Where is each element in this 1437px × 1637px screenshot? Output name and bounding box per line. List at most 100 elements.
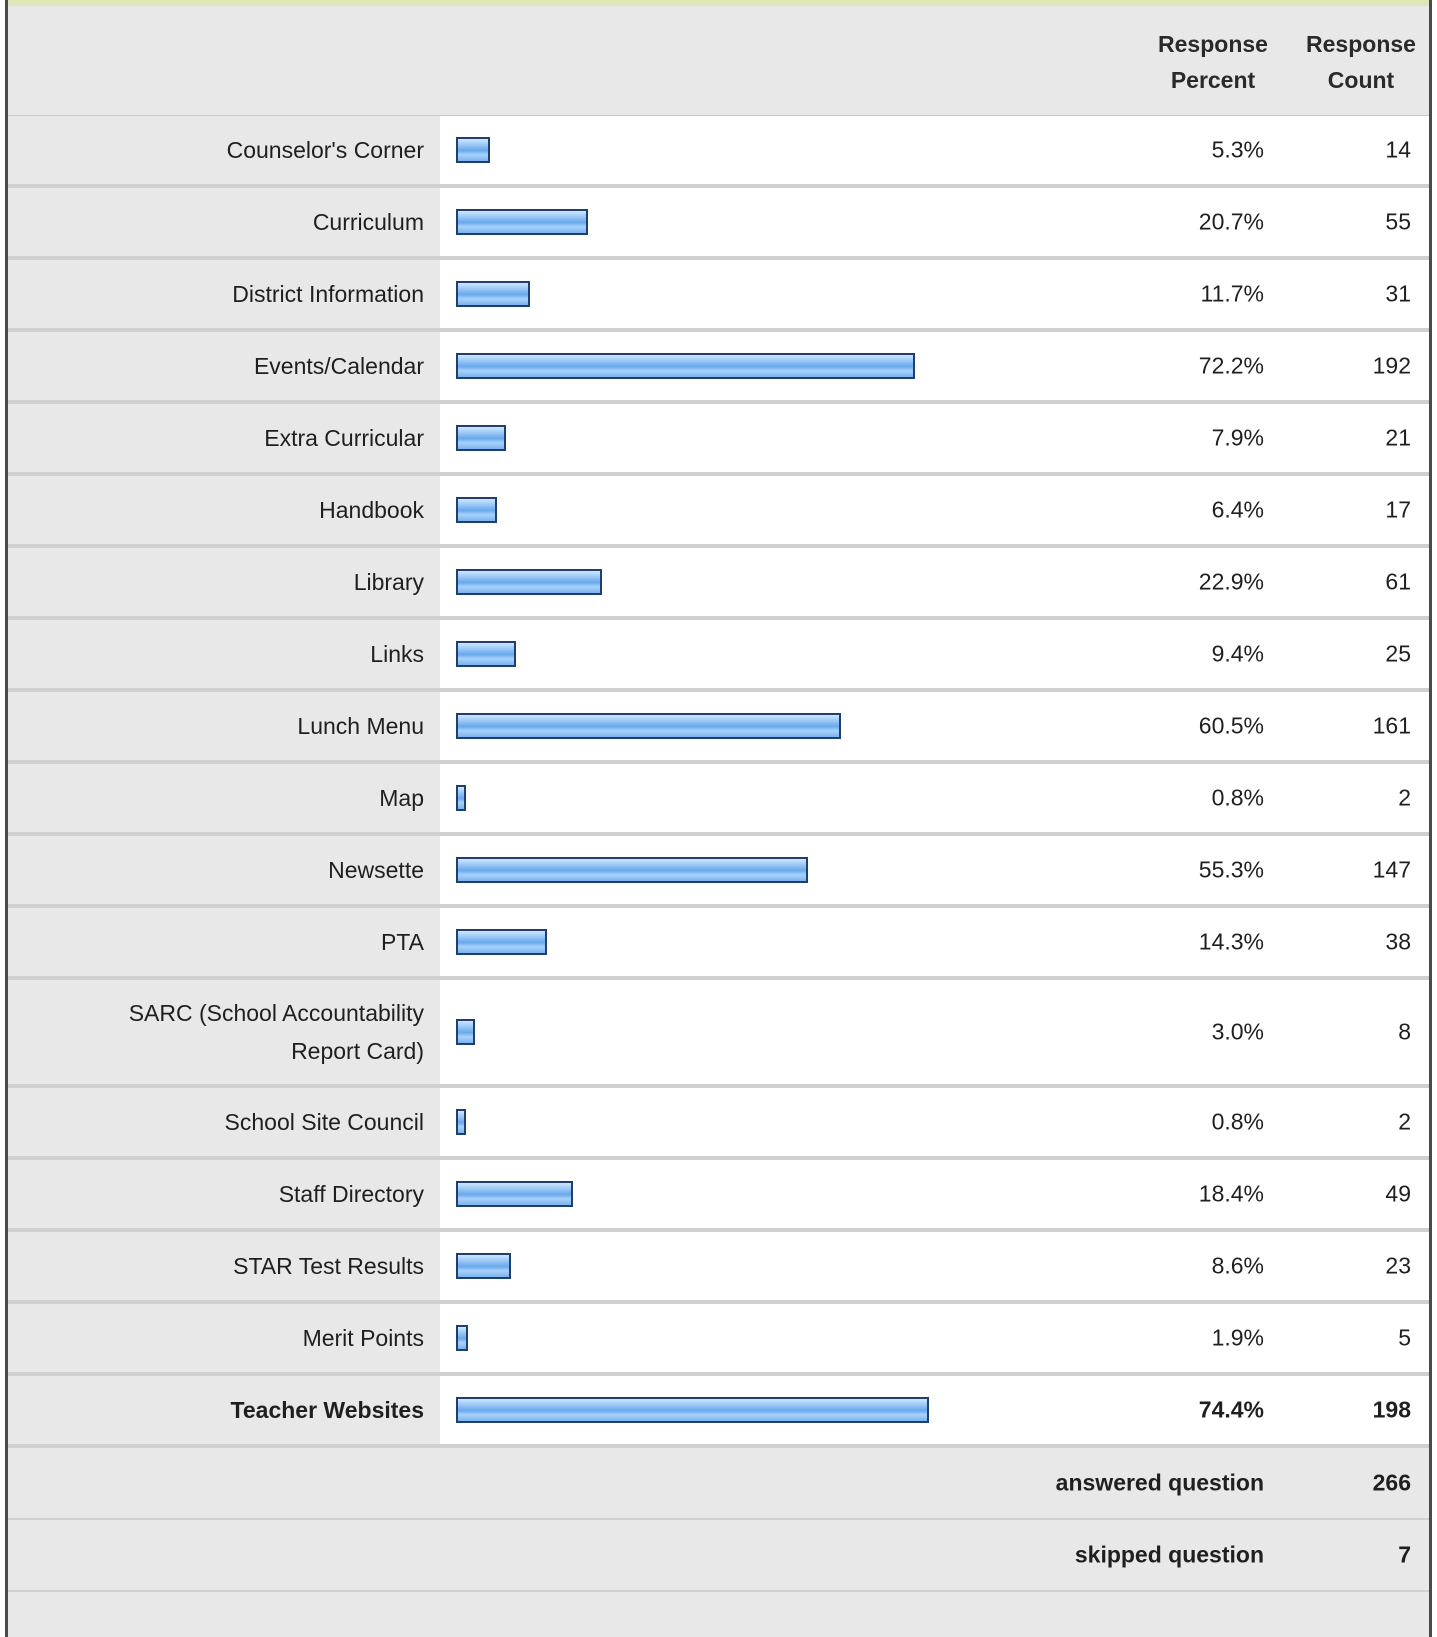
bar-plot-area: 6.4% 17 (440, 476, 1429, 544)
response-bar (456, 425, 506, 451)
response-count: 61 (1385, 568, 1411, 595)
response-percent: 9.4% (1211, 640, 1264, 667)
answer-label: SARC (School Accountability Report Card) (8, 980, 440, 1084)
response-percent: 74.4% (1198, 1396, 1264, 1423)
response-bar (456, 1253, 511, 1279)
answer-label: STAR Test Results (8, 1232, 440, 1300)
response-count: 5 (1398, 1324, 1411, 1351)
answer-row: Links 9.4% 25 (8, 620, 1429, 692)
bar-plot-area: 0.8% 2 (440, 1088, 1429, 1156)
response-bar (456, 641, 516, 667)
answer-row: Library 22.9% 61 (8, 548, 1429, 620)
response-count: 14 (1385, 136, 1411, 163)
response-count: 17 (1385, 496, 1411, 523)
answer-label: Staff Directory (8, 1160, 440, 1228)
answer-row: District Information 11.7% 31 (8, 260, 1429, 332)
response-bar (456, 569, 602, 595)
top-accent-line (8, 0, 1429, 6)
response-count: 55 (1385, 208, 1411, 235)
answer-row: Map 0.8% 2 (8, 764, 1429, 836)
response-bar (456, 857, 808, 883)
response-bar (456, 1109, 466, 1135)
bar-plot-area: 72.2% 192 (440, 332, 1429, 400)
response-count-header: Response Count (1306, 31, 1416, 93)
response-count: 161 (1372, 712, 1411, 739)
answer-row: Staff Directory 18.4% 49 (8, 1160, 1429, 1232)
answer-row: SARC (School Accountability Report Card)… (8, 980, 1429, 1088)
response-count: 23 (1385, 1252, 1411, 1279)
response-count: 8 (1398, 1018, 1411, 1045)
survey-results-table: Response Percent Response Count Counselo… (5, 0, 1432, 1637)
answer-label: PTA (8, 908, 440, 976)
bar-plot-area: 74.4% 198 (440, 1376, 1429, 1444)
response-percent: 5.3% (1211, 136, 1264, 163)
answer-row: Curriculum 20.7% 55 (8, 188, 1429, 260)
response-percent: 3.0% (1211, 1018, 1264, 1045)
response-bar (456, 1397, 929, 1423)
answer-label: Map (8, 764, 440, 832)
response-count: 21 (1385, 424, 1411, 451)
answer-row: Teacher Websites 74.4% 198 (8, 1376, 1429, 1448)
answer-label: Links (8, 620, 440, 688)
bar-plot-area: 8.6% 23 (440, 1232, 1429, 1300)
response-percent: 14.3% (1198, 928, 1264, 955)
answer-row: Lunch Menu 60.5% 161 (8, 692, 1429, 764)
answer-row: Counselor's Corner 5.3% 14 (8, 116, 1429, 188)
answer-label: Merit Points (8, 1304, 440, 1372)
response-count: 49 (1385, 1180, 1411, 1207)
answer-label: Handbook (8, 476, 440, 544)
response-bar (456, 1019, 475, 1045)
response-bar (456, 1325, 468, 1351)
response-bar (456, 209, 588, 235)
answer-row: Events/Calendar 72.2% 192 (8, 332, 1429, 404)
table-body: Counselor's Corner 5.3% 14 Curriculum 20.7% 5… (8, 116, 1429, 1592)
skipped-question-value: 7 (1398, 1541, 1411, 1568)
answer-label: Counselor's Corner (8, 116, 440, 184)
response-count: 2 (1398, 1108, 1411, 1135)
response-percent: 22.9% (1198, 568, 1264, 595)
skipped-question-label: skipped question (1074, 1541, 1264, 1568)
response-bar (456, 353, 915, 379)
response-count: 38 (1385, 928, 1411, 955)
answer-label: Events/Calendar (8, 332, 440, 400)
answer-label: Lunch Menu (8, 692, 440, 760)
response-percent: 6.4% (1211, 496, 1264, 523)
answer-label: Library (8, 548, 440, 616)
response-count: 25 (1385, 640, 1411, 667)
response-count: 198 (1372, 1396, 1411, 1423)
response-percent: 72.2% (1198, 352, 1264, 379)
answered-question-label: answered question (1055, 1469, 1264, 1496)
response-percent: 7.9% (1211, 424, 1264, 451)
bar-plot-area: 5.3% 14 (440, 116, 1429, 184)
response-percent: 60.5% (1198, 712, 1264, 739)
response-percent: 1.9% (1211, 1324, 1264, 1351)
response-count: 192 (1372, 352, 1411, 379)
response-percent: 0.8% (1211, 1108, 1264, 1135)
answer-row: School Site Council 0.8% 2 (8, 1088, 1429, 1160)
response-bar (456, 713, 841, 739)
answer-rows: Counselor's Corner 5.3% 14 Curriculum 20.7% 5… (8, 116, 1429, 1448)
bar-plot-area: 18.4% 49 (440, 1160, 1429, 1228)
answer-row: Extra Curricular 7.9% 21 (8, 404, 1429, 476)
skipped-question-row: skipped question 7 (8, 1520, 1429, 1592)
bar-plot-area: 1.9% 5 (440, 1304, 1429, 1372)
bar-plot-area: 0.8% 2 (440, 764, 1429, 832)
response-percent: 11.7% (1200, 280, 1264, 307)
response-bar (456, 929, 547, 955)
response-count: 2 (1398, 784, 1411, 811)
bar-plot-area: 9.4% 25 (440, 620, 1429, 688)
bar-plot-area: 22.9% 61 (440, 548, 1429, 616)
response-percent: 20.7% (1198, 208, 1264, 235)
answer-label: Extra Curricular (8, 404, 440, 472)
bar-plot-area: 11.7% 31 (440, 260, 1429, 328)
answer-row: Handbook 6.4% 17 (8, 476, 1429, 548)
answered-question-value: 266 (1372, 1469, 1411, 1496)
answered-question-row: answered question 266 (8, 1448, 1429, 1520)
bar-plot-area: 55.3% 147 (440, 836, 1429, 904)
response-bar (456, 497, 497, 523)
response-percent-header: Response Percent (1158, 31, 1268, 93)
response-bar (456, 1181, 573, 1207)
answer-label: Newsette (8, 836, 440, 904)
answer-label: School Site Council (8, 1088, 440, 1156)
response-bar (456, 281, 530, 307)
